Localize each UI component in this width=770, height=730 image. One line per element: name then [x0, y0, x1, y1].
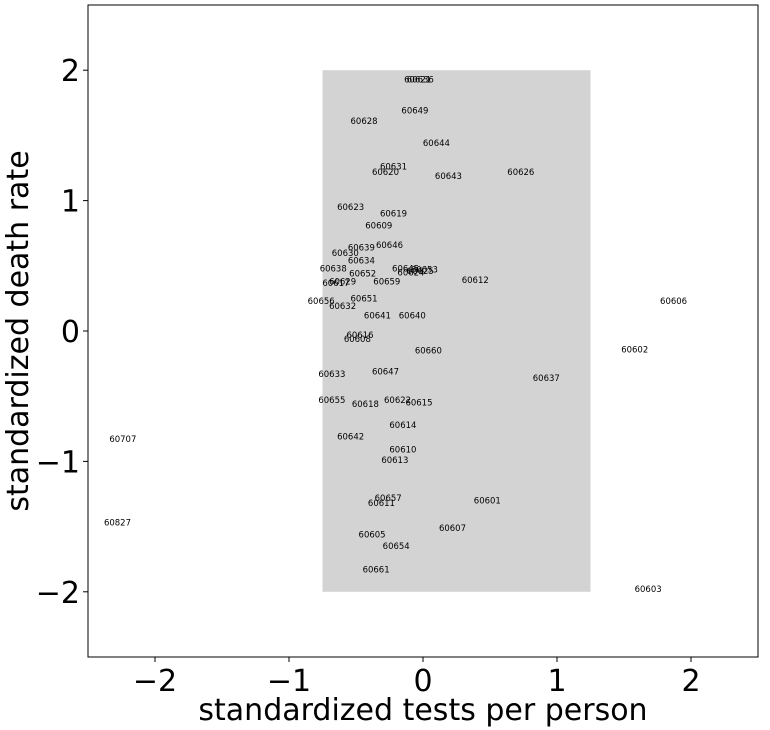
point-label: 60608: [344, 335, 371, 345]
x-axis-label: standardized tests per person: [198, 693, 647, 728]
point-label: 60827: [104, 519, 131, 529]
point-label: 60618: [352, 400, 379, 410]
point-label: 60625: [407, 267, 434, 277]
point-label: 60611: [368, 499, 395, 509]
point-label: 60636: [407, 75, 434, 85]
point-label: 60649: [401, 107, 428, 117]
point-label: 60601: [474, 497, 501, 507]
point-label: 60640: [399, 311, 426, 321]
point-label: 60651: [351, 294, 378, 304]
point-label: 60644: [423, 139, 450, 149]
point-label: 60654: [383, 542, 410, 552]
y-ticks: −2 −1 0 1 2: [36, 54, 88, 611]
point-label: 60623: [337, 203, 364, 213]
y-tick-label: 0: [61, 315, 80, 350]
point-label: 60602: [621, 345, 648, 355]
y-tick-label: −2: [36, 576, 80, 611]
point-label: 60661: [363, 566, 390, 576]
point-label: 60632: [329, 302, 356, 312]
point-label: 60605: [359, 530, 386, 540]
point-label: 60609: [365, 221, 392, 231]
point-label: 60639: [348, 244, 375, 254]
point-label: 60659: [373, 277, 400, 287]
point-label: 60637: [533, 374, 560, 384]
point-label: 60652: [349, 270, 376, 280]
point-label: 60626: [507, 168, 534, 178]
point-label: 60628: [351, 117, 378, 127]
point-label: 60631: [380, 163, 407, 173]
point-label: 60610: [389, 446, 416, 456]
point-label: 60645: [392, 264, 419, 274]
x-tick-label: −1: [267, 664, 311, 699]
point-label: 60621: [404, 75, 431, 85]
highlight-region-layer: [322, 70, 591, 592]
point-label: 60653: [411, 266, 438, 276]
x-tick-label: −2: [133, 664, 177, 699]
point-label: 60606: [660, 297, 687, 307]
x-tick-label: 0: [413, 664, 432, 699]
point-label: 60641: [364, 311, 391, 321]
point-label: 60630: [332, 249, 359, 259]
point-label: 60620: [372, 168, 399, 178]
point-label: 60647: [372, 367, 399, 377]
point-label: 60634: [348, 257, 375, 267]
point-label: 60603: [635, 585, 662, 595]
point-label: 60607: [439, 524, 466, 534]
x-tick-label: 1: [547, 664, 566, 699]
point-label: 60660: [415, 347, 442, 357]
point-label: 60615: [405, 399, 432, 409]
point-label: 60643: [435, 172, 462, 182]
point-label: 60629: [329, 277, 356, 287]
point-label: 60614: [389, 421, 416, 431]
point-label: 60616: [346, 331, 373, 341]
x-ticks: −2 −1 0 1 2: [133, 657, 701, 699]
point-label: 60612: [462, 276, 489, 286]
point-label: 60655: [318, 396, 345, 406]
point-label: 60646: [376, 241, 403, 251]
point-label: 60633: [318, 370, 345, 380]
y-tick-label: 2: [61, 54, 80, 89]
point-label: 60656: [308, 297, 335, 307]
y-tick-label: −1: [36, 445, 80, 480]
y-axis-label: standardized death rate: [1, 150, 36, 511]
y-tick-label: 1: [61, 185, 80, 220]
point-label: 60617: [322, 279, 349, 289]
point-label: 60638: [320, 264, 347, 274]
point-label: 60619: [380, 210, 407, 220]
point-label: 60613: [381, 456, 408, 466]
point-label: 60657: [375, 494, 402, 504]
point-label: 60707: [109, 435, 136, 445]
point-label: 60642: [337, 433, 364, 443]
highlight-region: [322, 70, 591, 592]
point-label: 60624: [397, 268, 424, 278]
x-tick-label: 2: [681, 664, 700, 699]
point-label: 60622: [384, 396, 411, 406]
